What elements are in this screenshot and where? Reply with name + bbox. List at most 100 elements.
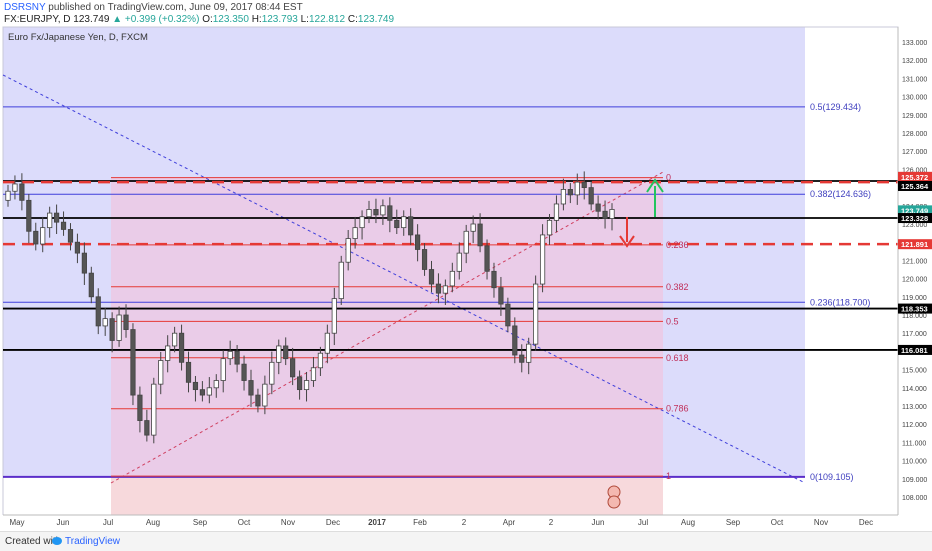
price-marker-label: 125.364 xyxy=(901,182,929,191)
candle xyxy=(345,230,351,271)
candle-body xyxy=(269,361,275,385)
time-tick-label: Nov xyxy=(281,518,295,527)
candle-body xyxy=(5,190,11,201)
candle xyxy=(408,208,414,245)
candle-body xyxy=(421,249,428,270)
time-tick-label: 2 xyxy=(462,518,467,527)
close-value: 123.749 xyxy=(357,14,395,25)
candle xyxy=(477,213,483,253)
time-tick-label: Sep xyxy=(193,518,208,527)
candle-body xyxy=(234,350,240,365)
candle-body xyxy=(144,420,150,436)
candle-body xyxy=(102,318,108,327)
candle xyxy=(109,312,115,353)
candle-body xyxy=(574,181,580,196)
price-tick-label: 108.000 xyxy=(902,495,927,502)
candle xyxy=(234,345,240,373)
candle-body xyxy=(255,394,261,407)
candle-body xyxy=(526,343,532,363)
candle-body xyxy=(88,272,94,298)
candle-body xyxy=(553,203,560,221)
low-label: L: xyxy=(300,14,309,25)
candle-body xyxy=(581,181,587,188)
candle xyxy=(67,223,74,251)
candle xyxy=(533,275,539,351)
candle-body xyxy=(567,189,573,196)
candle xyxy=(449,262,455,293)
price-tick-label: 127.000 xyxy=(902,149,927,156)
time-tick-label: Apr xyxy=(503,518,516,527)
candle-body xyxy=(81,252,87,274)
candle-body xyxy=(40,227,46,245)
candle-body xyxy=(172,332,178,347)
candle xyxy=(144,409,150,442)
candle xyxy=(456,242,462,280)
candle-body xyxy=(366,209,372,218)
candle xyxy=(95,288,101,335)
time-tick-label: Nov xyxy=(814,518,828,527)
tradingview-logo-icon xyxy=(52,537,62,545)
candle xyxy=(19,173,25,211)
candle xyxy=(290,347,296,386)
candle-body xyxy=(533,283,539,345)
candle-body xyxy=(303,380,310,391)
price-marker-label: 123.328 xyxy=(901,214,928,223)
candle xyxy=(88,266,94,304)
candle xyxy=(366,200,372,224)
candle-body xyxy=(206,387,212,396)
price-chart[interactable]: 0.5(129.434) 0.382(124.636) 0.236(118.700)… xyxy=(0,0,932,531)
up-arrow-icon: ▲ xyxy=(112,14,123,25)
candle-body xyxy=(387,205,393,221)
candle xyxy=(158,351,164,395)
time-tick-label: Oct xyxy=(238,518,251,527)
candle xyxy=(484,239,490,280)
price-marker-label: 123.749 xyxy=(901,206,928,215)
fib-short-label: 1 xyxy=(666,471,671,481)
candle-body xyxy=(415,234,421,250)
candle xyxy=(560,178,567,211)
fib-short-label: 0.236 xyxy=(666,240,689,250)
fib-short-label: 0.5 xyxy=(666,316,679,326)
fib-long-label: 0.382(124.636) xyxy=(810,189,871,199)
candle-body xyxy=(408,216,414,236)
candle-body xyxy=(505,303,511,327)
candle xyxy=(185,351,192,393)
fib-long-label: 0.5(129.434) xyxy=(810,102,861,112)
candle xyxy=(303,371,310,402)
candle xyxy=(602,200,608,229)
price-tick-label: 132.000 xyxy=(902,58,927,65)
candle xyxy=(539,224,546,293)
candle-body xyxy=(435,283,442,294)
candle-body xyxy=(491,270,497,289)
price-tick-label: 113.000 xyxy=(902,404,927,411)
candle-body xyxy=(539,234,546,285)
author-link[interactable]: DSRSNY xyxy=(4,2,46,13)
price-tick-label: 131.000 xyxy=(902,76,927,83)
candle xyxy=(574,173,580,205)
time-tick-label: Sep xyxy=(726,518,741,527)
open-value: 123.350 xyxy=(212,14,249,25)
price-tick-label: 133.000 xyxy=(902,40,927,47)
price-tick-label: 110.000 xyxy=(902,459,927,466)
tradingview-logo[interactable]: TradingView xyxy=(52,536,120,547)
candle xyxy=(276,339,282,375)
price-tick-label: 119.000 xyxy=(902,295,927,302)
price-tick-label: 123.000 xyxy=(902,222,927,229)
candle xyxy=(199,381,205,402)
candle-body xyxy=(560,189,567,205)
price-axis-background xyxy=(898,27,932,515)
candle xyxy=(220,350,226,393)
candle-body xyxy=(151,383,157,436)
candle xyxy=(81,242,87,285)
candle xyxy=(74,233,81,264)
candle xyxy=(553,195,560,233)
candle-body xyxy=(310,367,317,381)
price-tick-label: 109.000 xyxy=(902,477,927,484)
candle-body xyxy=(317,352,324,369)
candle xyxy=(255,388,261,413)
candle-body xyxy=(546,219,553,236)
price-marker-label: 118.353 xyxy=(901,305,928,314)
candle-body xyxy=(248,380,254,396)
price-marker-box xyxy=(898,239,932,250)
